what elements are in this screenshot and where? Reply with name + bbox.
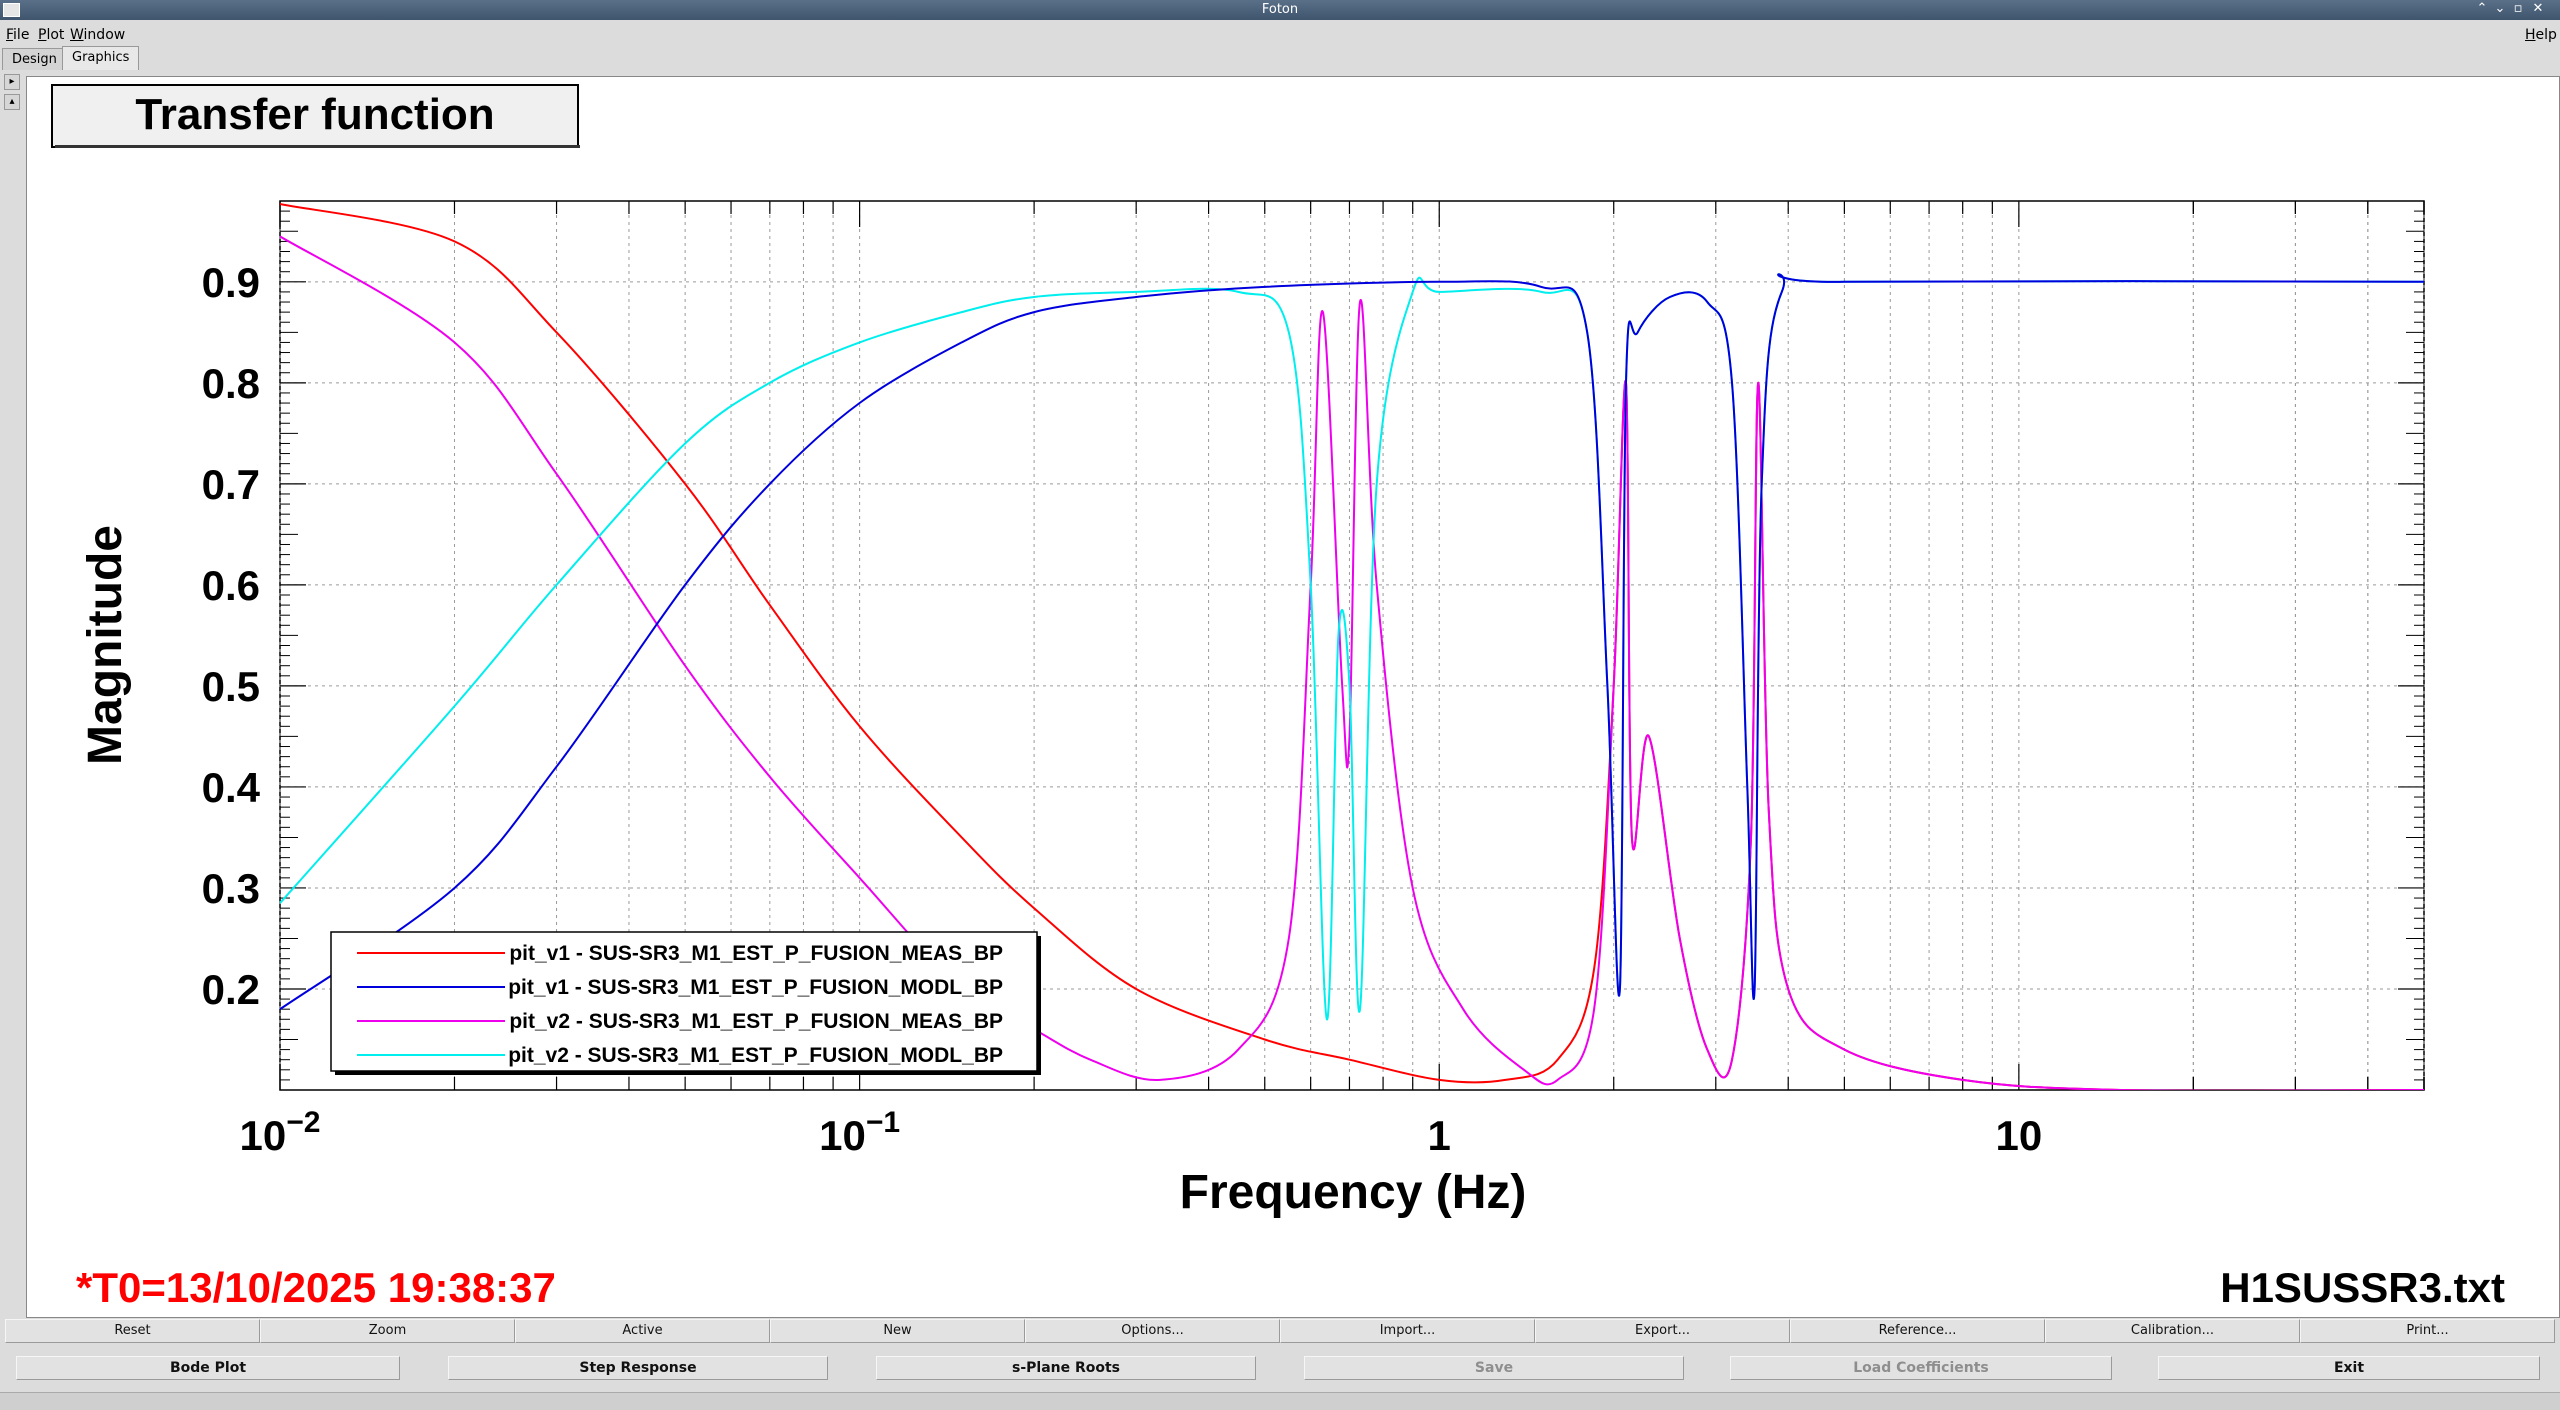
print-button[interactable]: Print... — [2300, 1319, 2555, 1343]
calibration-button[interactable]: Calibration... — [2045, 1319, 2300, 1343]
x-tick-labels: 10−2 10−1 1 10 — [240, 1106, 2043, 1159]
y-tick-label: 0.4 — [202, 764, 261, 811]
import-button[interactable]: Import... — [1280, 1319, 1535, 1343]
window-titlebar: Foton ⌃ ⌄ ▫ ✕ — [0, 0, 2560, 20]
x-tick-label: 10 — [1996, 1112, 2043, 1159]
y-tick-label: 0.9 — [202, 259, 260, 306]
filter-filename: H1SUSSR3.txt — [2220, 1264, 2505, 1311]
series-line-1 — [280, 273, 2424, 1011]
tab-graphics[interactable]: Graphics — [62, 46, 140, 70]
vertical-scroll-controls: ▸ ▴ — [4, 74, 20, 114]
title-box-shadow — [55, 145, 580, 148]
legend-entry-3: pit_v2 - SUS-SR3_M1_EST_P_FUSION_MODL_BP — [508, 1044, 1003, 1067]
scroll-up-arrow-icon[interactable]: ▴ — [4, 94, 20, 110]
y-tick-label: 0.5 — [202, 663, 260, 710]
new-button[interactable]: New — [770, 1319, 1025, 1343]
app-icon — [3, 3, 20, 17]
menu-bar: File Plot Window Help — [0, 22, 2560, 46]
active-button[interactable]: Active — [515, 1319, 770, 1343]
x-tick-exponent: −2 — [286, 1106, 320, 1139]
save-button[interactable]: Save — [1304, 1356, 1684, 1380]
scroll-right-arrow-icon[interactable]: ▸ — [4, 74, 20, 90]
legend: pit_v1 - SUS-SR3_M1_EST_P_FUSION_MEAS_BP… — [330, 931, 1041, 1075]
plot-title-box — [51, 84, 579, 148]
minimize-icon[interactable]: ⌃ — [2476, 1, 2488, 16]
y-tick-label: 0.7 — [202, 461, 260, 508]
tab-design[interactable]: Design — [2, 48, 67, 70]
x-tick-label: 10−2 — [240, 1106, 321, 1159]
y-tick-label: 0.3 — [202, 865, 260, 912]
minimize-button-icon[interactable]: ⌄ — [2494, 1, 2506, 16]
grid — [279, 201, 2425, 1090]
x-tick-base: 10 — [240, 1112, 287, 1159]
x-axis-label: Frequency (Hz) — [1180, 1166, 1527, 1219]
y-tick-label: 0.8 — [202, 360, 260, 407]
graphics-toolbar: Reset Zoom Active New Options... Import.… — [0, 1319, 2560, 1349]
close-icon[interactable]: ✕ — [2532, 1, 2544, 16]
y-axis-label: Magnitude — [79, 525, 132, 765]
zoom-button[interactable]: Zoom — [260, 1319, 515, 1343]
status-bar — [0, 1392, 2560, 1410]
transfer-function-plot[interactable]: Transfer function 0.20.30.40.50.60.70.80… — [27, 77, 2559, 1317]
axis-ticks — [279, 201, 2425, 1090]
y-tick-label: 0.2 — [202, 966, 260, 1013]
export-button[interactable]: Export... — [1535, 1319, 1790, 1343]
y-tick-label: 0.6 — [202, 562, 260, 609]
plot-title: Transfer function — [135, 90, 494, 139]
x-tick-exponent: −1 — [866, 1106, 900, 1139]
y-tick-labels: 0.2 0.3 0.4 0.5 0.6 0.7 0.8 0.9 — [202, 259, 261, 1013]
legend-box — [330, 931, 1038, 1072]
load-coefficients-button[interactable]: Load Coefficients — [1730, 1356, 2112, 1380]
menu-window[interactable]: Window — [70, 27, 126, 43]
options-button[interactable]: Options... — [1025, 1319, 1280, 1343]
legend-entry-1: pit_v1 - SUS-SR3_M1_EST_P_FUSION_MODL_BP — [508, 976, 1003, 999]
step-response-button[interactable]: Step Response — [448, 1356, 828, 1380]
menu-plot[interactable]: Plot — [38, 27, 65, 43]
s-plane-roots-button[interactable]: s-Plane Roots — [876, 1356, 1256, 1380]
menu-help[interactable]: Help — [2525, 27, 2557, 43]
legend-entry-0: pit_v1 - SUS-SR3_M1_EST_P_FUSION_MEAS_BP — [509, 942, 1003, 965]
maximize-icon[interactable]: ▫ — [2513, 1, 2523, 16]
main-toolbar: Bode Plot Step Response s-Plane Roots Sa… — [0, 1356, 2560, 1390]
x-tick-base: 10 — [819, 1112, 866, 1159]
legend-entry-2: pit_v2 - SUS-SR3_M1_EST_P_FUSION_MEAS_BP — [509, 1010, 1003, 1033]
exit-button[interactable]: Exit — [2158, 1356, 2540, 1380]
plot-canvas[interactable]: Transfer function 0.2 0.3 0.4 0.5 0.6 0.7 0.8 0… — [26, 76, 2560, 1318]
t0-timestamp: *T0=13/10/2025 19:38:37 — [76, 1264, 556, 1311]
reset-button[interactable]: Reset — [5, 1319, 260, 1343]
menu-file[interactable]: File — [6, 27, 30, 43]
x-tick-label: 10−1 — [819, 1106, 900, 1159]
window-title: Foton — [1261, 2, 1299, 17]
x-tick-label: 1 — [1428, 1112, 1451, 1159]
reference-button[interactable]: Reference... — [1790, 1319, 2045, 1343]
bode-plot-button[interactable]: Bode Plot — [16, 1356, 400, 1380]
